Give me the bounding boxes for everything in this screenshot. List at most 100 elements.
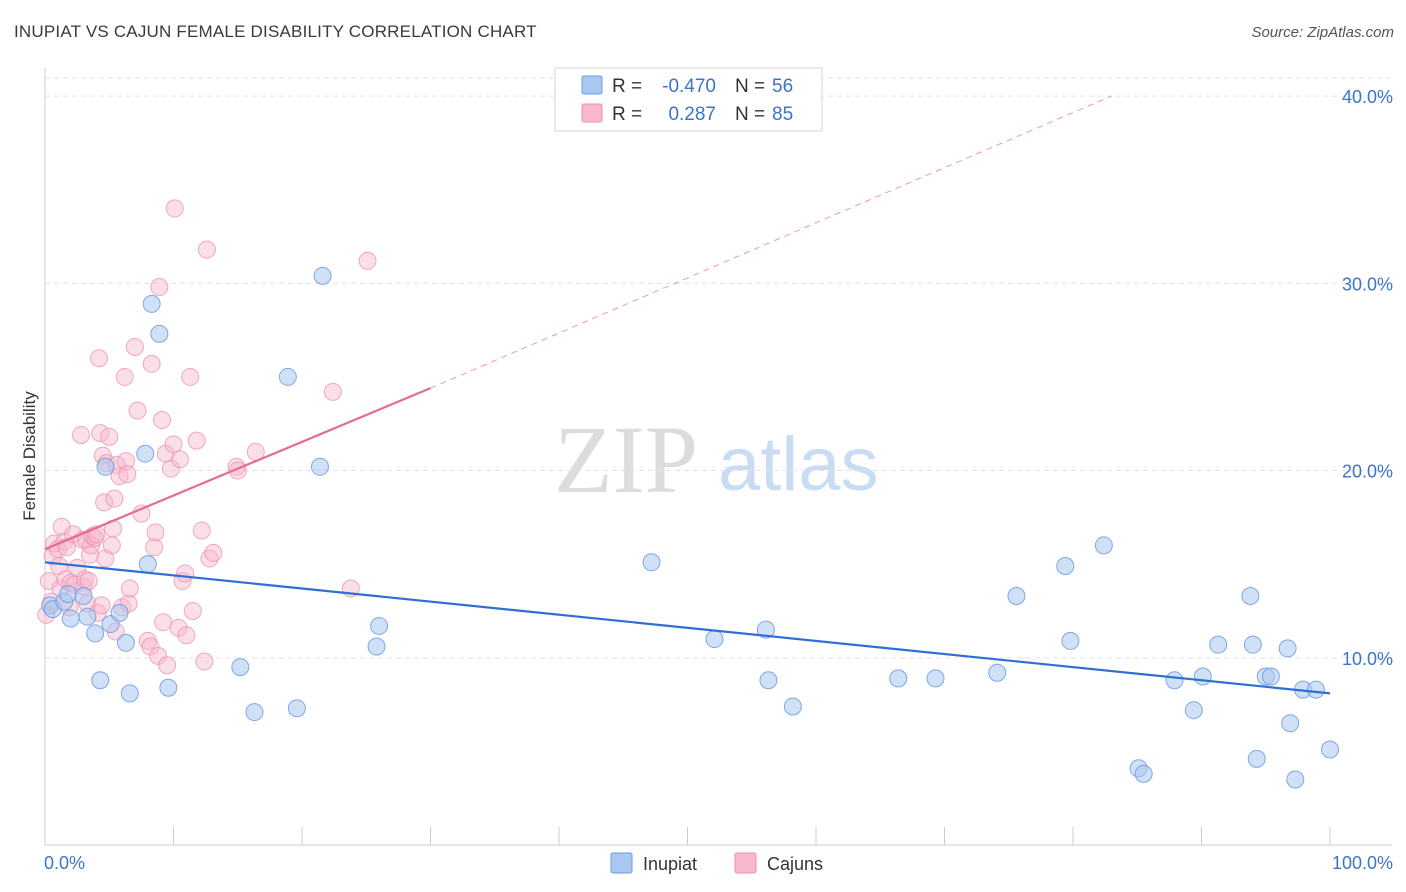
bottom-legend-swatch-cajuns [734, 852, 757, 874]
inupiat-point [245, 703, 264, 722]
bottom-legend-label-inupiat: Inupiat [643, 854, 697, 874]
inupiat-point [159, 678, 178, 697]
gridlines [45, 77, 1392, 659]
inupiat-point [120, 684, 139, 703]
cajuns-point [105, 489, 124, 508]
inupiat-point [61, 609, 80, 628]
y-tick-labels: 10.0% 20.0% 30.0% 40.0% [1342, 87, 1393, 669]
inupiat-point [231, 658, 250, 677]
inupiat-point [926, 669, 945, 688]
cajuns-point [115, 367, 134, 386]
cajuns-point [323, 382, 342, 401]
inupiat-point [1247, 749, 1266, 768]
cajuns-point [91, 424, 110, 443]
inupiat-point [138, 555, 157, 574]
cajuns-point [92, 596, 111, 615]
trend-lines [44, 95, 1331, 695]
legend-n-value-inupiat: 56 [772, 76, 793, 97]
inupiat-point [705, 630, 724, 649]
inupiat-point [278, 367, 297, 386]
inupiat-point [1193, 667, 1212, 686]
cajuns-point [181, 367, 200, 386]
cajuns-point [102, 536, 121, 555]
inupiat-point [1209, 635, 1228, 654]
legend-swatch-inupiat [581, 75, 603, 95]
cajuns-point [177, 626, 196, 645]
inupiat-point [74, 586, 93, 605]
source-credit: Source: ZipAtlas.com [1251, 24, 1394, 41]
watermark-zip: ZIP [554, 406, 698, 513]
cajuns-trend-extension [430, 95, 1112, 389]
inupiat-point [1184, 701, 1203, 720]
y-tick-label: 40.0% [1342, 87, 1393, 107]
y-axis-title: Female Disability [20, 391, 39, 521]
chart-title: INUPIAT VS CAJUN FEMALE DISABILITY CORRE… [14, 22, 537, 41]
legend-swatch-cajuns [581, 103, 603, 123]
cajuns-point [145, 538, 164, 557]
inupiat-point [1094, 536, 1113, 555]
cajuns-point [118, 465, 137, 484]
legend-n-value-cajuns: 85 [772, 104, 793, 125]
inupiat-point [759, 671, 778, 690]
cajuns-point [89, 349, 108, 368]
cajuns-point [132, 504, 151, 523]
inupiat-point [642, 553, 661, 572]
correlation-legend: R = -0.470 N = 56 R = 0.287 N = 85 [554, 67, 823, 132]
inupiat-point [96, 457, 115, 476]
cajuns-point [154, 613, 173, 632]
bottom-legend-label-cajuns: Cajuns [767, 854, 823, 874]
inupiat-point [889, 669, 908, 688]
legend-r-label-inupiat: R = [612, 76, 642, 97]
cajuns-point [141, 637, 160, 656]
cajuns-point [120, 579, 139, 598]
inupiat-point [313, 266, 332, 285]
cajuns-point [146, 523, 165, 542]
watermark: ZIP atlas [554, 406, 879, 513]
cajuns-point [170, 450, 189, 469]
cajuns-point [100, 427, 119, 446]
y-tick-label: 20.0% [1342, 462, 1393, 482]
inupiat-point [1165, 671, 1184, 690]
inupiat-point [1286, 770, 1305, 789]
inupiat-point [756, 620, 775, 639]
cajuns-point [80, 545, 99, 564]
cajuns-point [125, 337, 144, 356]
cajuns-point [116, 452, 135, 471]
inupiat-point [1278, 639, 1297, 658]
inupiat-point [783, 697, 802, 716]
cajuns-point [142, 354, 161, 373]
inupiat-point [1243, 635, 1262, 654]
cajuns-point [57, 538, 76, 557]
inupiat-point [86, 624, 105, 643]
cajuns-point [152, 410, 171, 429]
inupiat-point [1056, 557, 1075, 576]
cajuns-point [164, 435, 183, 454]
cajuns-point [358, 251, 377, 270]
inupiat-point [91, 671, 110, 690]
cajuns-point [183, 601, 202, 620]
bottom-legend-swatch-inupiat [610, 852, 633, 874]
inupiat-point [59, 585, 78, 604]
inupiat-point [287, 699, 306, 718]
series-legend: Inupiat Cajuns [610, 852, 823, 874]
cajuns-point [192, 521, 211, 540]
y-tick-label: 10.0% [1342, 649, 1393, 669]
inupiat-point [1306, 680, 1325, 699]
cajuns-point [187, 431, 206, 450]
cajuns-point [96, 549, 115, 568]
inupiat-point [988, 663, 1007, 682]
inupiat-point [1134, 764, 1153, 783]
cajuns-point [176, 564, 195, 583]
inupiat-point [1007, 586, 1026, 605]
cajuns-point [95, 493, 114, 512]
cajuns-point [195, 652, 214, 671]
cajuns-point [110, 467, 129, 486]
cajuns-point [71, 425, 90, 444]
inupiat-point [367, 637, 386, 656]
inupiat-trend-line [44, 561, 1331, 695]
inupiat-point [78, 607, 97, 626]
y-tick-label: 30.0% [1342, 274, 1393, 294]
inupiat-point [136, 444, 155, 463]
legend-r-value-cajuns: 0.287 [668, 104, 716, 125]
